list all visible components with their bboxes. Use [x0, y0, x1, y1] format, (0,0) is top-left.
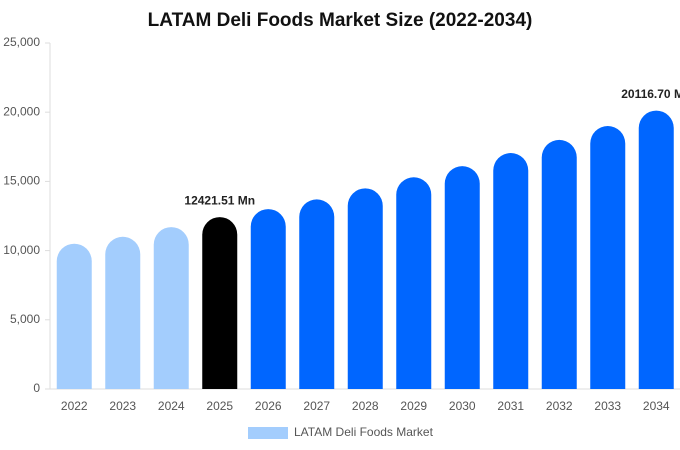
bar: [590, 126, 626, 389]
x-tick-label: 2027: [303, 399, 330, 413]
bar: [347, 188, 383, 389]
x-tick-label: 2028: [352, 399, 379, 413]
bar: [250, 209, 286, 389]
y-tick-label: 25,000: [3, 35, 40, 49]
bar: [202, 217, 238, 389]
x-tick-label: 2032: [546, 399, 573, 413]
x-tick-label: 2025: [206, 399, 233, 413]
bar: [444, 166, 480, 389]
bar: [105, 236, 141, 389]
x-tick-label: 2033: [594, 399, 621, 413]
x-tick-label: 2031: [497, 399, 524, 413]
x-tick-label: 2034: [643, 399, 670, 413]
x-tick-label: 2024: [158, 399, 185, 413]
x-tick-label: 2023: [109, 399, 136, 413]
value-label: 12421.51 Mn: [184, 193, 255, 207]
y-tick-label: 0: [33, 381, 40, 395]
bar: [396, 177, 432, 389]
bar: [493, 153, 529, 389]
x-tick-label: 2030: [449, 399, 476, 413]
y-tick-label: 10,000: [3, 243, 40, 257]
value-label: 20116.70 Mn: [621, 87, 680, 101]
y-tick-label: 15,000: [3, 174, 40, 188]
x-tick-label: 2022: [61, 399, 88, 413]
bar: [153, 227, 189, 389]
y-tick-label: 5,000: [10, 312, 40, 326]
bar: [299, 199, 335, 389]
legend-label: LATAM Deli Foods Market: [294, 425, 434, 439]
x-tick-label: 2029: [400, 399, 427, 413]
bar: [56, 243, 92, 389]
chart-title: LATAM Deli Foods Market Size (2022-2034): [148, 10, 533, 31]
x-tick-label: 2026: [255, 399, 282, 413]
y-tick-label: 20,000: [3, 104, 40, 118]
bar: [638, 110, 674, 390]
legend-swatch: [248, 427, 288, 439]
bar: [541, 139, 577, 389]
